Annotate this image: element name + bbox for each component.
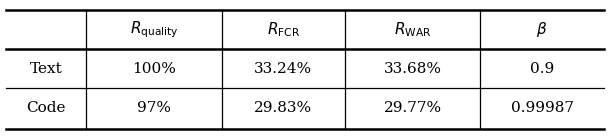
Text: 33.68%: 33.68% [384, 62, 442, 76]
Text: $\beta$: $\beta$ [537, 20, 548, 39]
Text: 29.77%: 29.77% [384, 102, 442, 116]
Text: 0.9: 0.9 [530, 62, 554, 76]
Text: 29.83%: 29.83% [254, 102, 312, 116]
Text: Code: Code [26, 102, 66, 116]
Text: $R_{\mathrm{FCR}}$: $R_{\mathrm{FCR}}$ [267, 20, 300, 39]
Text: $R_{\mathrm{WAR}}$: $R_{\mathrm{WAR}}$ [394, 20, 431, 39]
Text: $R_{\mathrm{quality}}$: $R_{\mathrm{quality}}$ [129, 19, 179, 40]
Text: Text: Text [30, 62, 63, 76]
Text: 0.99987: 0.99987 [511, 102, 573, 116]
Text: 97%: 97% [137, 102, 171, 116]
Text: 33.24%: 33.24% [254, 62, 312, 76]
Text: 100%: 100% [132, 62, 176, 76]
